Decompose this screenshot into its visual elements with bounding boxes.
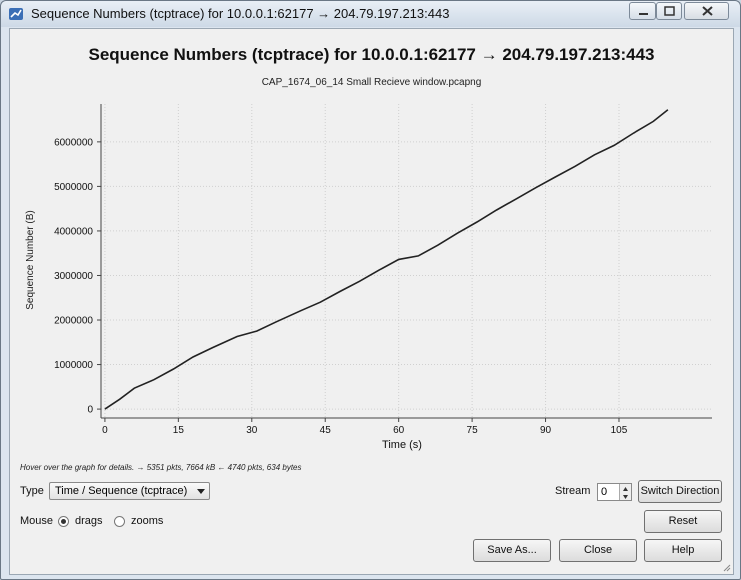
mouse-label: Mouse bbox=[20, 515, 54, 527]
switch-direction-button[interactable]: Switch Direction bbox=[638, 480, 722, 503]
resize-grip-icon[interactable] bbox=[723, 564, 731, 572]
close-window-button[interactable] bbox=[684, 2, 729, 20]
x-tick-label: 0 bbox=[102, 425, 108, 436]
stream-spinbox[interactable]: 0 bbox=[597, 483, 632, 501]
x-tick-label: 60 bbox=[393, 425, 405, 436]
x-tick-label: 15 bbox=[173, 425, 185, 436]
spin-up-icon[interactable] bbox=[619, 484, 631, 492]
x-axis-label: Time (s) bbox=[382, 439, 422, 451]
y-tick-label: 5000000 bbox=[54, 182, 93, 193]
x-tick-label: 30 bbox=[246, 425, 258, 436]
chevron-down-icon bbox=[197, 489, 205, 494]
x-ticks: 0 15 30 45 60 75 90 105 bbox=[102, 418, 628, 436]
drags-radio[interactable] bbox=[58, 516, 69, 527]
y-tick-label: 4000000 bbox=[54, 226, 93, 237]
plot-subtitle: CAP_1674_06_14 Small Recieve window.pcap… bbox=[261, 77, 482, 88]
zooms-radio[interactable] bbox=[114, 516, 125, 527]
dialog-client: Sequence Numbers (tcptrace) for 10.0.0.1… bbox=[9, 28, 734, 575]
zooms-label[interactable]: zooms bbox=[131, 515, 164, 527]
close-icon bbox=[702, 6, 713, 16]
close-button[interactable]: Close bbox=[559, 539, 637, 562]
save-as-button[interactable]: Save As... bbox=[473, 539, 551, 562]
type-select-value: Time / Sequence (tcptrace) bbox=[55, 485, 188, 497]
y-axis-label: Sequence Number (B) bbox=[25, 210, 36, 310]
x-tick-label: 75 bbox=[467, 425, 479, 436]
y-tick-label: 2000000 bbox=[54, 316, 93, 327]
title-bar[interactable]: Sequence Numbers (tcptrace) for 10.0.0.1… bbox=[1, 1, 740, 27]
x-tick-label: 45 bbox=[320, 425, 332, 436]
maximize-button[interactable] bbox=[656, 2, 682, 20]
sequence-plot[interactable]: 0 15 30 45 60 75 90 105 0 1000000 2000000 3000000 4… bbox=[10, 29, 733, 459]
plot-title: Sequence Numbers (tcptrace) for 10.0.0.1… bbox=[88, 45, 655, 64]
stream-value: 0 bbox=[601, 486, 608, 498]
help-button[interactable]: Help bbox=[644, 539, 722, 562]
y-tick-label: 6000000 bbox=[54, 137, 93, 148]
minimize-icon bbox=[639, 13, 648, 15]
x-tick-label: 105 bbox=[611, 425, 628, 436]
plot-grid bbox=[101, 104, 712, 418]
y-tick-label: 3000000 bbox=[54, 271, 93, 282]
series-line bbox=[104, 109, 669, 410]
y-ticks: 0 1000000 2000000 3000000 4000000 5000000 6000… bbox=[54, 137, 101, 416]
reset-button[interactable]: Reset bbox=[644, 510, 722, 533]
type-label: Type bbox=[20, 485, 44, 497]
y-tick-label: 1000000 bbox=[54, 360, 93, 371]
hover-hint: Hover over the graph for details. → 5351… bbox=[20, 463, 302, 472]
y-tick-label: 0 bbox=[87, 405, 93, 416]
app-icon bbox=[9, 8, 23, 20]
drags-label[interactable]: drags bbox=[75, 515, 103, 527]
stream-label: Stream bbox=[555, 485, 591, 497]
spin-down-icon[interactable] bbox=[619, 492, 631, 500]
type-select[interactable]: Time / Sequence (tcptrace) bbox=[49, 482, 210, 500]
window-title: Sequence Numbers (tcptrace) for 10.0.0.1… bbox=[31, 6, 450, 21]
minimize-button[interactable] bbox=[629, 2, 656, 20]
x-tick-label: 90 bbox=[540, 425, 552, 436]
maximize-icon bbox=[664, 6, 675, 16]
